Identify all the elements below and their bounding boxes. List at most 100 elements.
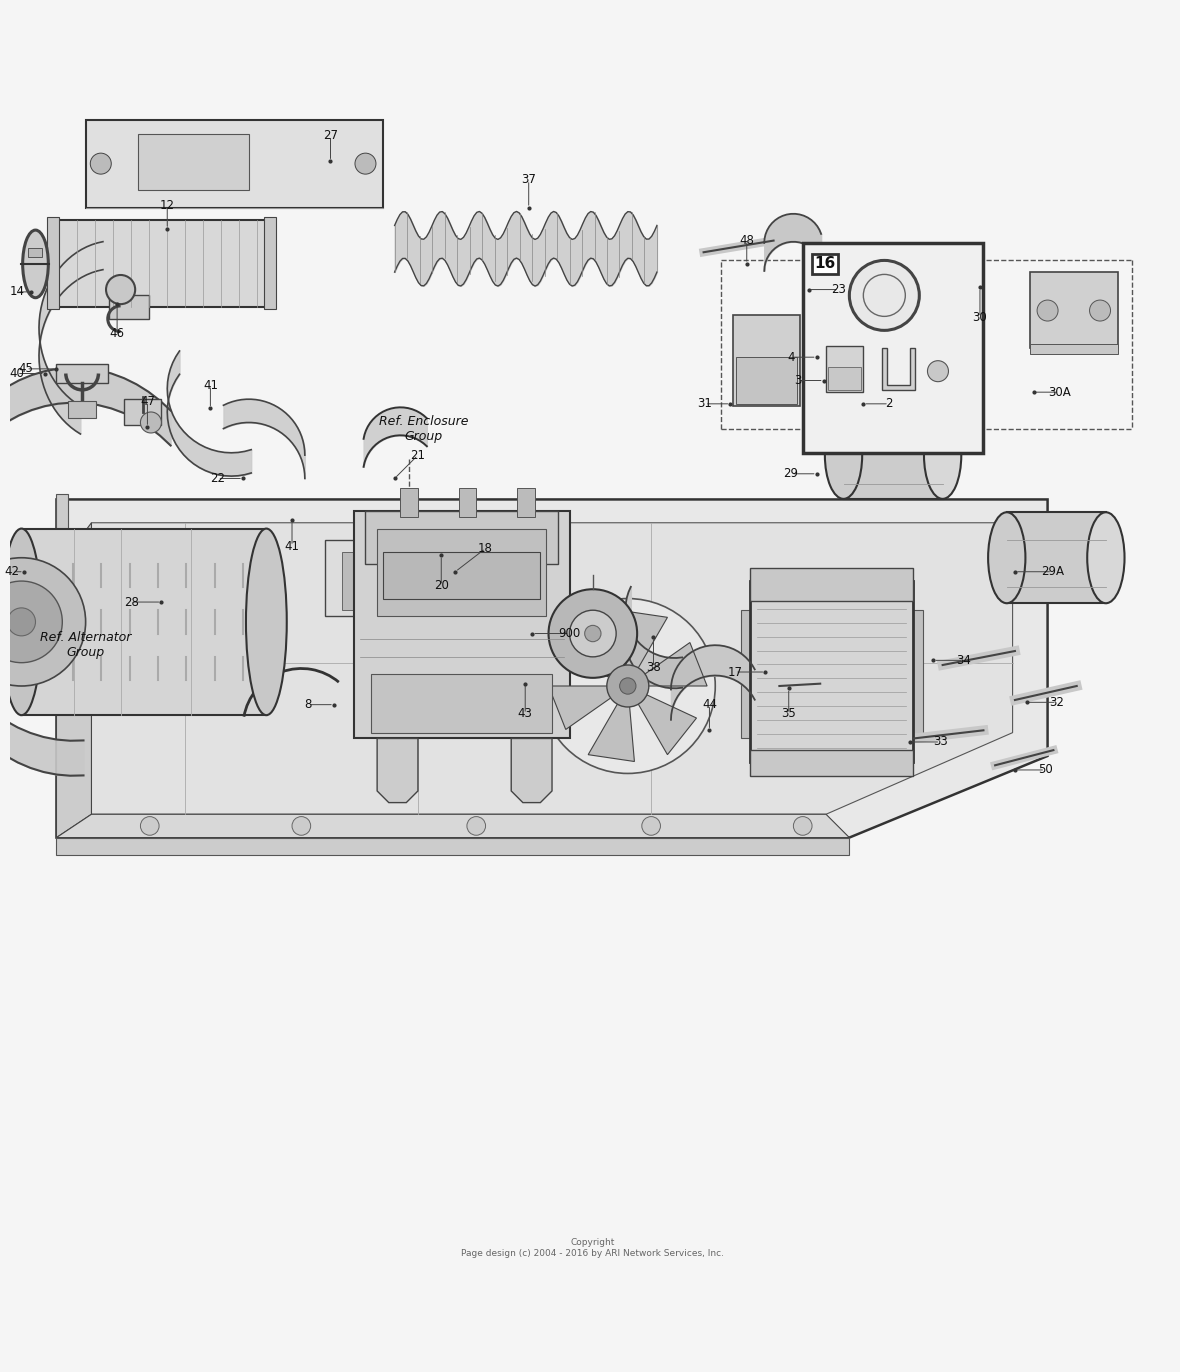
Text: Ref. Alternator
Group: Ref. Alternator Group (40, 631, 131, 659)
Text: 16: 16 (814, 257, 835, 272)
Text: Copyright
Page design (c) 2004 - 2016 by ARI Network Services, Inc.: Copyright Page design (c) 2004 - 2016 by… (461, 1239, 725, 1258)
Polygon shape (559, 617, 620, 681)
Bar (826, 346, 864, 392)
Circle shape (584, 626, 601, 642)
Bar (736, 357, 797, 403)
Bar (388, 552, 405, 611)
Bar (412, 552, 428, 611)
Text: 12: 12 (159, 199, 175, 213)
Bar (750, 568, 913, 601)
Text: 18: 18 (478, 542, 493, 554)
Ellipse shape (22, 230, 48, 298)
Bar (124, 399, 162, 425)
Polygon shape (636, 691, 696, 755)
Circle shape (467, 816, 485, 836)
Circle shape (140, 816, 159, 836)
Text: 2: 2 (885, 398, 893, 410)
Text: 34: 34 (956, 654, 971, 667)
Text: 41: 41 (203, 379, 218, 391)
Ellipse shape (825, 412, 863, 499)
Bar (750, 750, 913, 775)
Circle shape (850, 261, 919, 331)
Text: 3: 3 (794, 375, 801, 387)
Text: Ref. Enclosure
Group: Ref. Enclosure Group (379, 416, 468, 443)
Text: 33: 33 (933, 735, 948, 749)
Circle shape (0, 558, 86, 686)
Text: 47: 47 (140, 395, 155, 407)
Bar (264, 217, 276, 309)
Circle shape (91, 154, 111, 174)
Bar (366, 552, 382, 611)
Ellipse shape (245, 528, 287, 715)
Text: 29: 29 (784, 468, 799, 480)
Bar (517, 488, 535, 517)
Ellipse shape (1087, 512, 1125, 604)
Circle shape (7, 608, 35, 635)
Text: 40: 40 (9, 368, 25, 380)
Circle shape (0, 582, 63, 663)
Text: 14: 14 (9, 285, 25, 298)
Text: 31: 31 (697, 398, 713, 410)
Bar (51, 220, 267, 307)
Bar (913, 611, 923, 738)
Bar (138, 134, 249, 191)
Ellipse shape (1, 528, 42, 715)
Bar (28, 247, 42, 257)
Polygon shape (511, 738, 552, 803)
Text: 30A: 30A (1048, 386, 1070, 399)
Text: 4: 4 (787, 351, 795, 364)
Circle shape (355, 154, 376, 174)
Text: 20: 20 (434, 579, 448, 593)
Text: 35: 35 (781, 708, 797, 720)
Circle shape (570, 611, 616, 657)
Text: 43: 43 (518, 708, 532, 720)
Ellipse shape (988, 512, 1025, 604)
Circle shape (540, 598, 715, 774)
Polygon shape (881, 348, 915, 390)
Text: 42: 42 (5, 565, 20, 578)
Polygon shape (621, 611, 668, 672)
Text: 41: 41 (284, 539, 300, 553)
Bar (342, 552, 359, 611)
Circle shape (894, 347, 911, 364)
Bar (802, 243, 983, 453)
Circle shape (793, 816, 812, 836)
Polygon shape (878, 248, 927, 348)
Bar (400, 488, 418, 517)
Bar (324, 541, 477, 616)
Polygon shape (92, 523, 1012, 814)
Bar (57, 364, 107, 383)
Text: 37: 37 (522, 173, 536, 187)
Text: 46: 46 (110, 328, 125, 340)
Ellipse shape (106, 274, 136, 305)
Bar (68, 402, 96, 418)
Bar (384, 552, 540, 598)
Text: 22: 22 (210, 472, 225, 484)
Text: 45: 45 (19, 362, 33, 376)
Bar (57, 494, 68, 575)
Bar (459, 488, 477, 517)
Bar (1030, 344, 1117, 354)
Text: 17: 17 (728, 665, 742, 679)
Circle shape (291, 816, 310, 836)
Polygon shape (57, 523, 92, 837)
Bar (57, 837, 850, 855)
Bar (109, 295, 149, 318)
Text: 38: 38 (647, 661, 661, 674)
Circle shape (549, 589, 637, 678)
Bar (861, 390, 886, 405)
Bar (1007, 512, 1106, 604)
Bar (861, 364, 886, 379)
Polygon shape (549, 686, 616, 730)
Circle shape (642, 816, 661, 836)
Text: 50: 50 (1038, 763, 1053, 777)
Text: 21: 21 (411, 449, 426, 461)
Circle shape (1037, 300, 1058, 321)
Polygon shape (640, 642, 707, 686)
Text: 29A: 29A (1041, 565, 1063, 578)
Circle shape (140, 412, 162, 434)
Bar (750, 582, 913, 761)
Text: 48: 48 (740, 235, 754, 247)
Text: 23: 23 (832, 283, 846, 296)
Bar (372, 675, 552, 733)
